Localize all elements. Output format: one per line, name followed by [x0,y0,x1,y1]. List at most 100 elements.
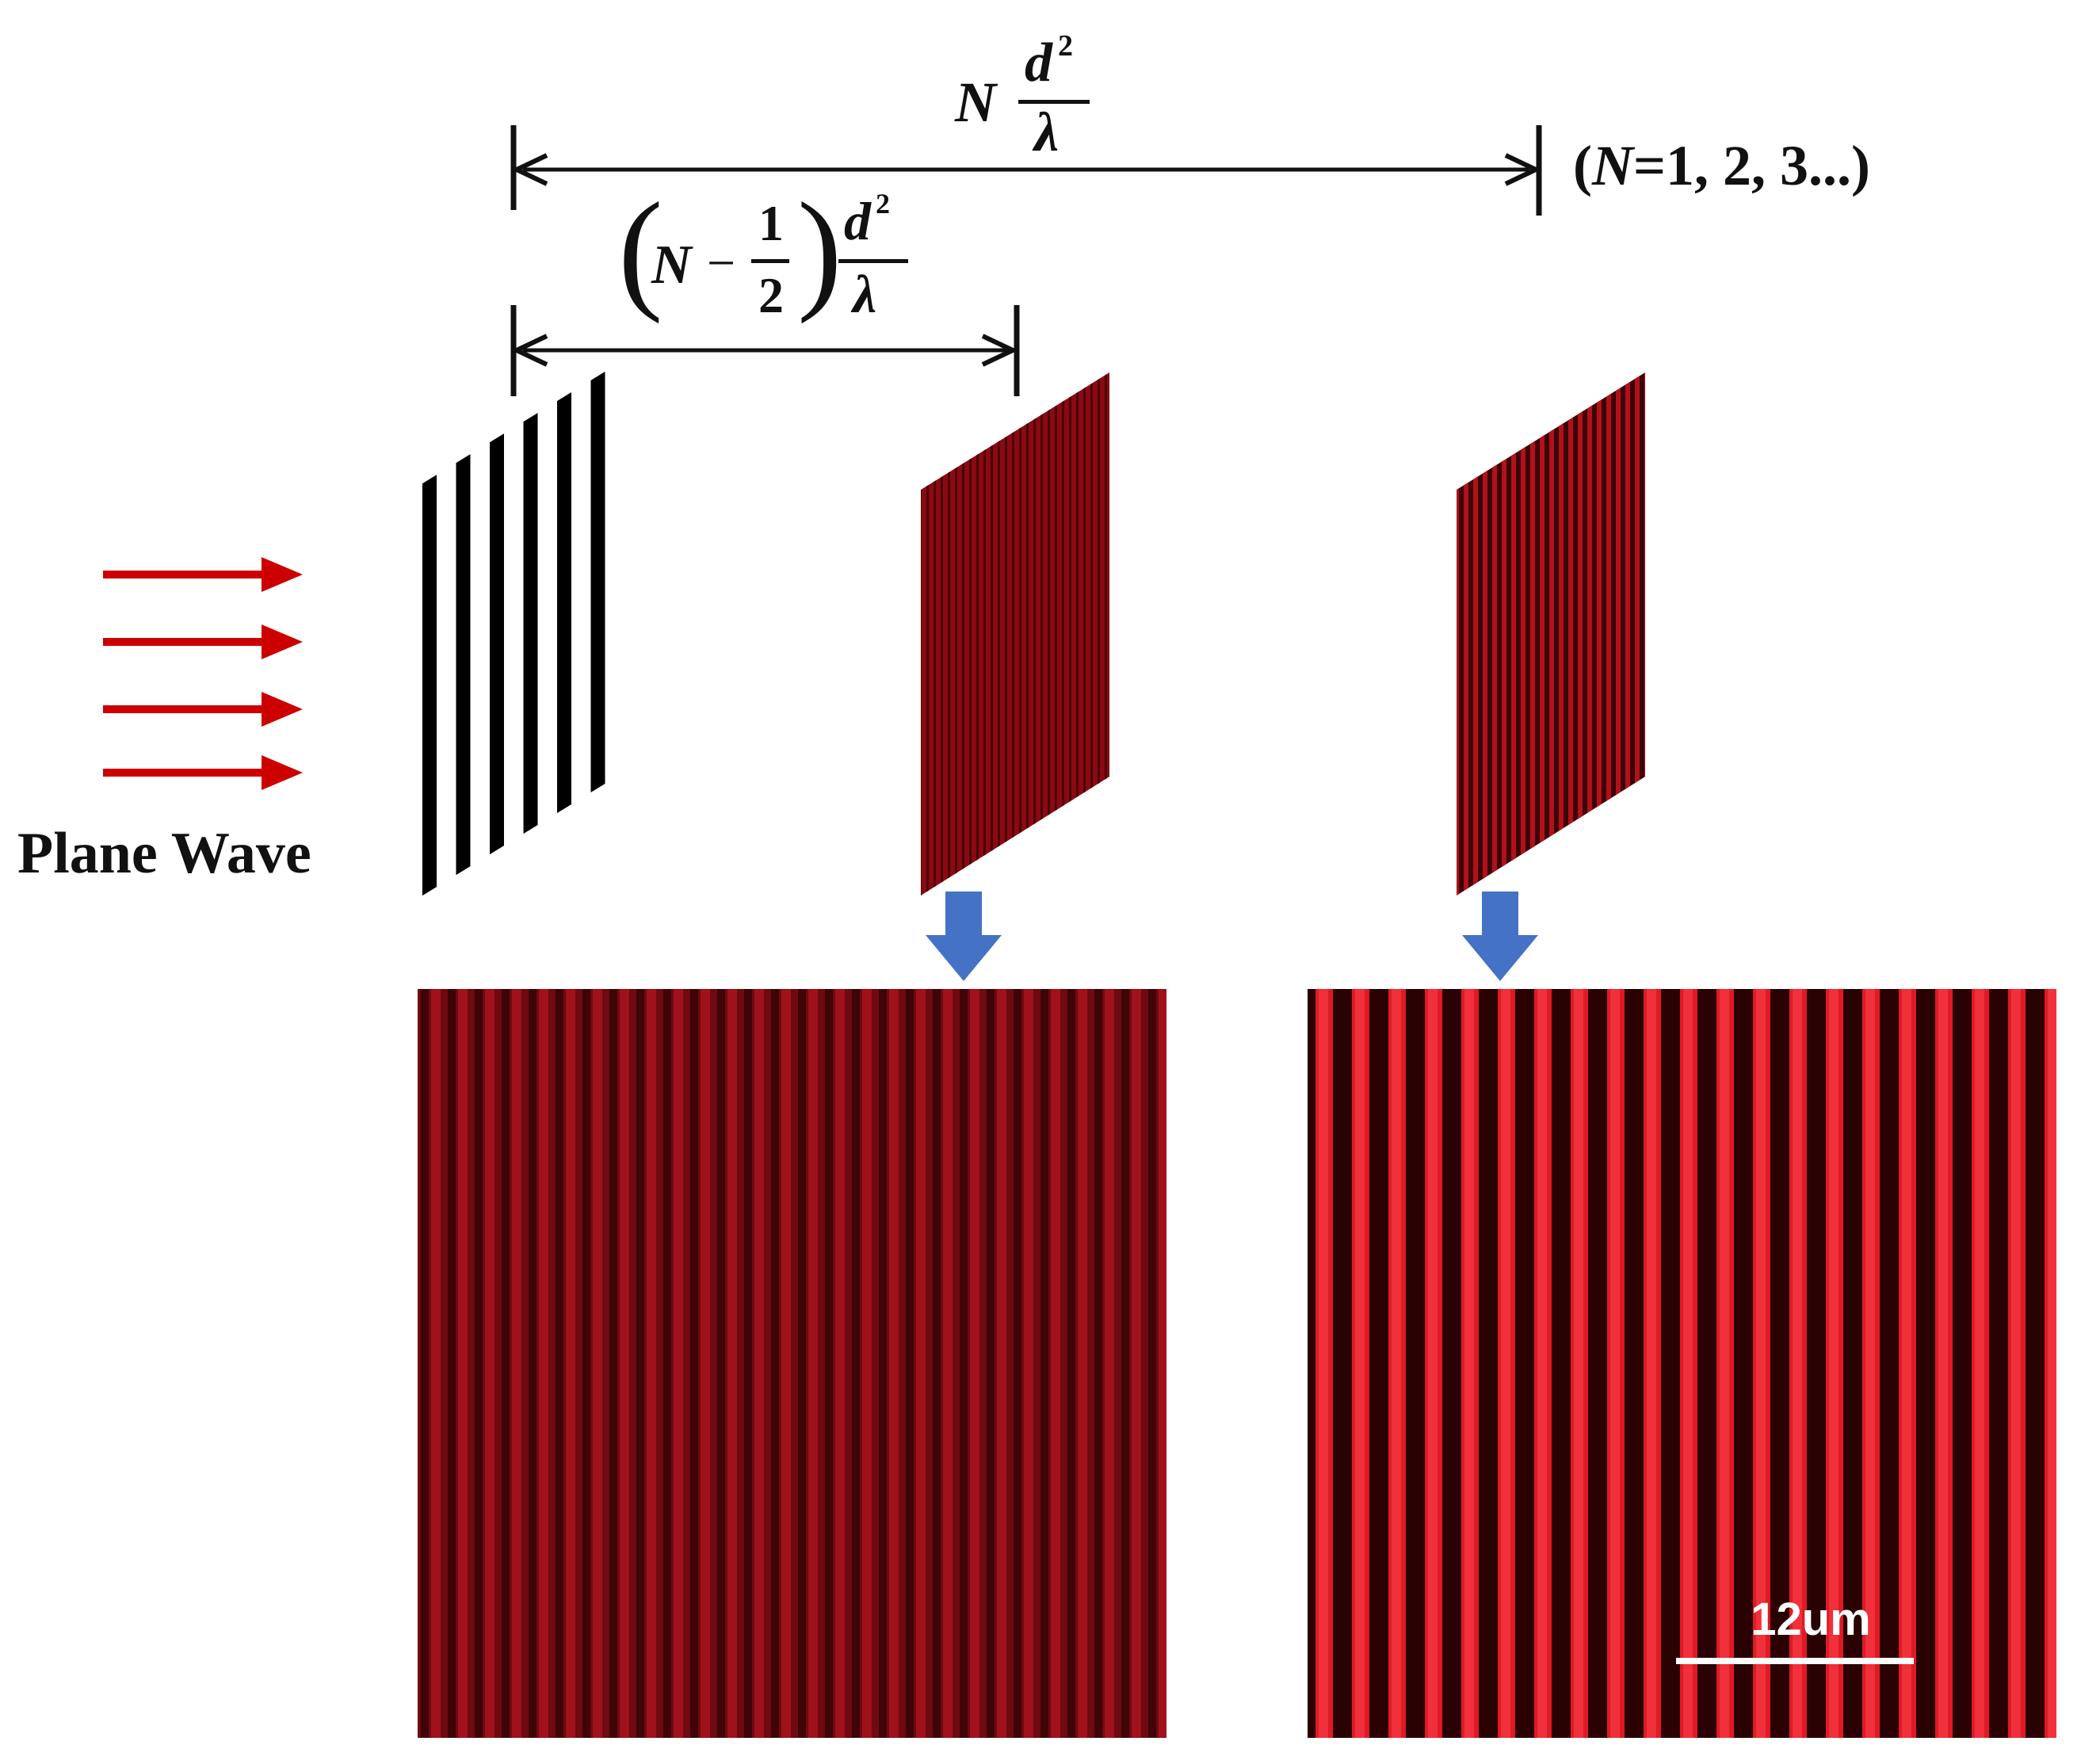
fringe-bright [674,989,683,1738]
distance-full-formula: N d 2 λ [955,29,1098,166]
fringe-bright [458,989,468,1738]
fraction-bar [1018,100,1090,104]
fringe-line [926,372,929,895]
fringe-dark [1040,989,1048,1738]
fringe-line [1457,372,1459,895]
fringe-line [1040,372,1043,895]
down-arrow-icon [1462,892,1538,981]
fringe-core [1865,989,1875,1738]
fringe-bright [1051,989,1060,1738]
numerator-d: d [844,191,871,251]
fringe-dark [475,989,483,1738]
fringe-dark [933,989,941,1738]
fringe-line [1012,372,1014,895]
fringe-dark [798,989,806,1738]
dimension-arrow-icon [510,334,548,367]
fringe-dark [906,989,914,1738]
fringe-core [2048,989,2056,1738]
fringe-line [1048,372,1050,895]
fringe-line [1578,372,1583,895]
fringe-dark [1014,989,1021,1738]
fringe-line [1644,372,1645,895]
fringe-line [991,372,993,895]
grating-bar [523,368,538,897]
fringe-dark [1094,989,1102,1738]
half-numerator: 1 [758,195,784,251]
n-values: =1, 2, 3...) [1632,134,1870,197]
fringe-dark [987,989,995,1738]
coefficient-n: N [955,71,996,134]
fringe-bright [485,989,494,1738]
micrograph-talbot [1308,989,2056,1738]
fringe-line [1062,372,1064,895]
half-denominator: 2 [758,267,784,323]
fringe-bright [566,989,575,1738]
fringe-bright [808,989,818,1738]
denominator-lambda: λ [1034,102,1060,163]
fringe-line [1005,372,1007,895]
fringe-line [1616,372,1621,895]
fringe-line [998,372,1000,895]
grating-bar [490,368,504,897]
fringe-line [1098,372,1100,895]
fringe-line [1625,372,1630,895]
fraction-bar [838,259,908,263]
fringe-bright [727,989,737,1738]
fringe-core [1464,989,1474,1738]
dimension-arrow-icon [981,334,1019,367]
paren-open: ( [1573,134,1592,197]
fringe-line [1473,372,1478,895]
minus-sign: − [707,235,736,291]
fringe-line [1492,372,1497,895]
fringe-bright [1132,989,1141,1738]
fringe-core [1428,989,1438,1738]
fringe-core [1793,989,1802,1738]
fringe-line [1105,372,1107,895]
distance-half-formula: ( N − 1 2 ) d 2 λ [618,182,919,341]
fringe-line [962,372,964,895]
fringe-core [1975,989,1984,1738]
fringe-line [1559,372,1564,895]
scale-bar-label: 12um [1751,1594,1871,1645]
fringe-dark [1121,989,1129,1738]
fringe-line [1549,372,1554,895]
grating-bar [557,368,571,897]
fringe-dark [825,989,833,1738]
fractional-image-plane [921,365,1114,911]
fringe-line [1568,372,1573,895]
plane-wave-arrow-icon [103,624,303,659]
fringe-bright [970,989,979,1738]
fringe-line [1540,372,1545,895]
fringe-bright [889,989,899,1738]
fringe-dark [1148,989,1156,1738]
fringe-line [1597,372,1602,895]
fringe-line [976,372,979,895]
fringe-dark [421,989,429,1738]
fringe-bright [701,989,710,1738]
denominator-lambda: λ [853,264,877,324]
fringe-dark [609,989,617,1738]
fringe-bright [647,989,656,1738]
fringe-bright [781,989,791,1738]
fringe-bright [539,989,548,1738]
fringe-core [1319,989,1328,1738]
plane-wave-label: Plane Wave [17,821,311,886]
down-arrow-icon [926,892,1002,981]
fringe-core [1355,989,1365,1738]
fringe-line [1483,372,1487,895]
fringe-core [1938,989,1948,1738]
fringe-line [1069,372,1071,895]
fringe-line [1587,372,1592,895]
fringe-core [1647,989,1656,1738]
dimension-arrow-icon [1504,153,1542,186]
dimension-arrow-icon [510,153,548,186]
fringe-core [1537,989,1547,1738]
fringe-bright [593,989,602,1738]
fringe-line [1112,365,1114,911]
fringe-dark [1067,989,1075,1738]
fringe-dark [636,989,644,1738]
numerator-d: d [1025,32,1052,94]
grating-bar [422,368,437,897]
